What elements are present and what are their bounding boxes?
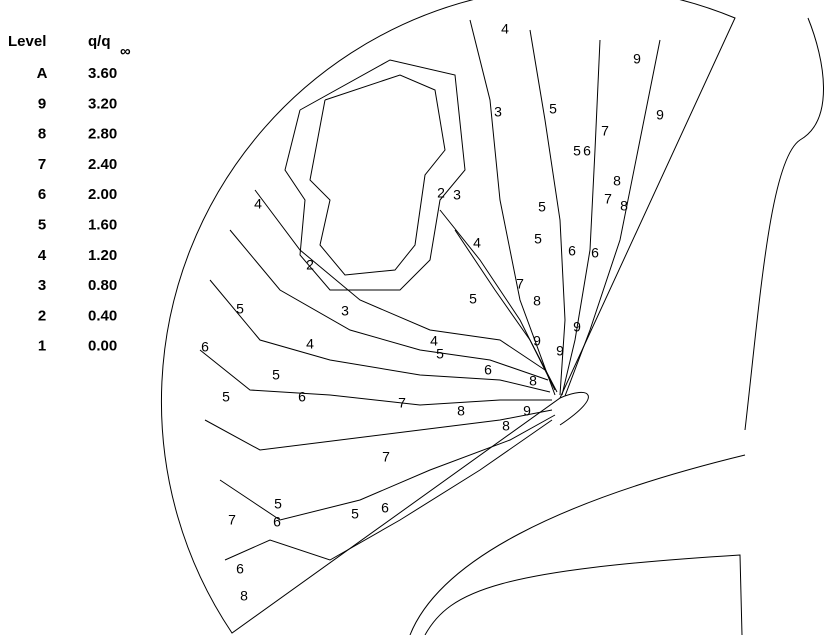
legend-level: A [37,65,48,82]
contour-label: 5 [351,506,359,522]
contour-label: 6 [273,514,281,530]
contour-label: 8 [457,403,465,419]
contour-label: 4 [306,336,314,352]
surface-line [409,454,746,635]
contour-label: 6 [298,389,306,405]
contour-label: 8 [533,293,541,309]
contour-label: 5 [549,101,557,117]
surface-line [744,17,824,431]
legend-level: 8 [38,126,46,143]
contour-label: 5 [272,367,280,383]
contour-label: 9 [556,343,564,359]
contour-label: 3 [494,104,502,120]
contour-label: 6 [568,243,576,259]
body-surfaces [409,17,824,635]
legend-level: 1 [38,338,46,355]
contour-line [529,29,566,396]
contour-line [229,229,549,381]
contour-label: 9 [656,107,664,123]
legend-value: 0.40 [88,307,117,324]
contour-line [561,39,601,396]
contour-label: 2 [306,257,314,273]
contour-label: 6 [236,561,244,577]
contour-label: 7 [398,395,406,411]
contour-label: 4 [473,235,481,251]
legend-level: 5 [38,217,46,234]
sector-outline [160,0,736,634]
contour-label: 5 [274,496,282,512]
contour-line [204,409,553,451]
contour-label: 8 [620,198,628,214]
contour-label: 7 [228,512,236,528]
contour-line [224,419,553,561]
legend-level: 2 [38,307,46,324]
contour-line [199,349,552,406]
contour-label: 8 [529,373,537,389]
contour-label: 5 [436,346,444,362]
contour-label: 6 [381,500,389,516]
contour-label: 7 [604,191,612,207]
legend-value: 1.60 [88,217,117,234]
contour-line [254,189,546,371]
contour-label: 5 [538,199,546,215]
contour-label: 8 [502,418,510,434]
contour-line [209,279,551,393]
surface-line [559,391,589,426]
contour-label: 6 [591,245,599,261]
contour-line [564,39,661,397]
contour-label: 2 [437,185,445,201]
surface-line [424,554,743,635]
contour-label: 6 [484,362,492,378]
contour-label: 5 [222,389,230,405]
legend-value: 0.80 [88,277,117,294]
contour-label: 8 [613,173,621,189]
contour-label: 5 [236,301,244,317]
legend-value: 1.20 [88,247,117,264]
legend-value: 2.40 [88,156,117,173]
contour-label: 6 [201,339,209,355]
contour-label: 5 [469,291,477,307]
legend-subscript: ∞ [120,43,131,60]
contour-label: 3 [453,187,461,203]
contour-label: 7 [516,276,524,292]
sector-boundary [160,0,736,634]
legend-header: q/q [88,33,111,50]
legend-value: 2.00 [88,186,117,203]
contour-line [309,74,446,276]
legend-value: 3.60 [88,65,117,82]
contour-line [284,59,466,291]
legend-value: 3.20 [88,95,117,112]
legend-level: 4 [38,247,47,264]
legend-level: 9 [38,95,46,112]
legend-header: Level [8,33,46,50]
legend-level: 7 [38,156,46,173]
legend-value: 2.80 [88,126,117,143]
legend-level: 3 [38,277,46,294]
contour-label: 7 [601,123,609,139]
legend-value: 0.00 [88,338,117,355]
contour-label: 9 [523,403,531,419]
contour-label: 9 [633,51,641,67]
contour-line [219,414,556,521]
contour-label: 9 [533,333,541,349]
contour-line [469,19,556,396]
contour-label: 9 [573,319,581,335]
contour-label: 4 [430,333,438,349]
contour-line [454,229,558,393]
contour-label: 4 [254,196,262,212]
legend-level: 6 [38,186,46,203]
contour-label: 6 [583,143,591,159]
legend: Level q/q ∞ A 3.60 9 3.20 8 2.80 7 2.40 6 2.00 5 1.60 4… [8,33,131,355]
contour-label: 4 [501,21,509,37]
contour-label: 8 [240,588,248,604]
contour-label: 3 [341,303,349,319]
contour-lines [199,19,661,561]
contour-label: 5 [573,143,581,159]
contour-label: 7 [382,449,390,465]
contour-label: 5 [534,231,542,247]
